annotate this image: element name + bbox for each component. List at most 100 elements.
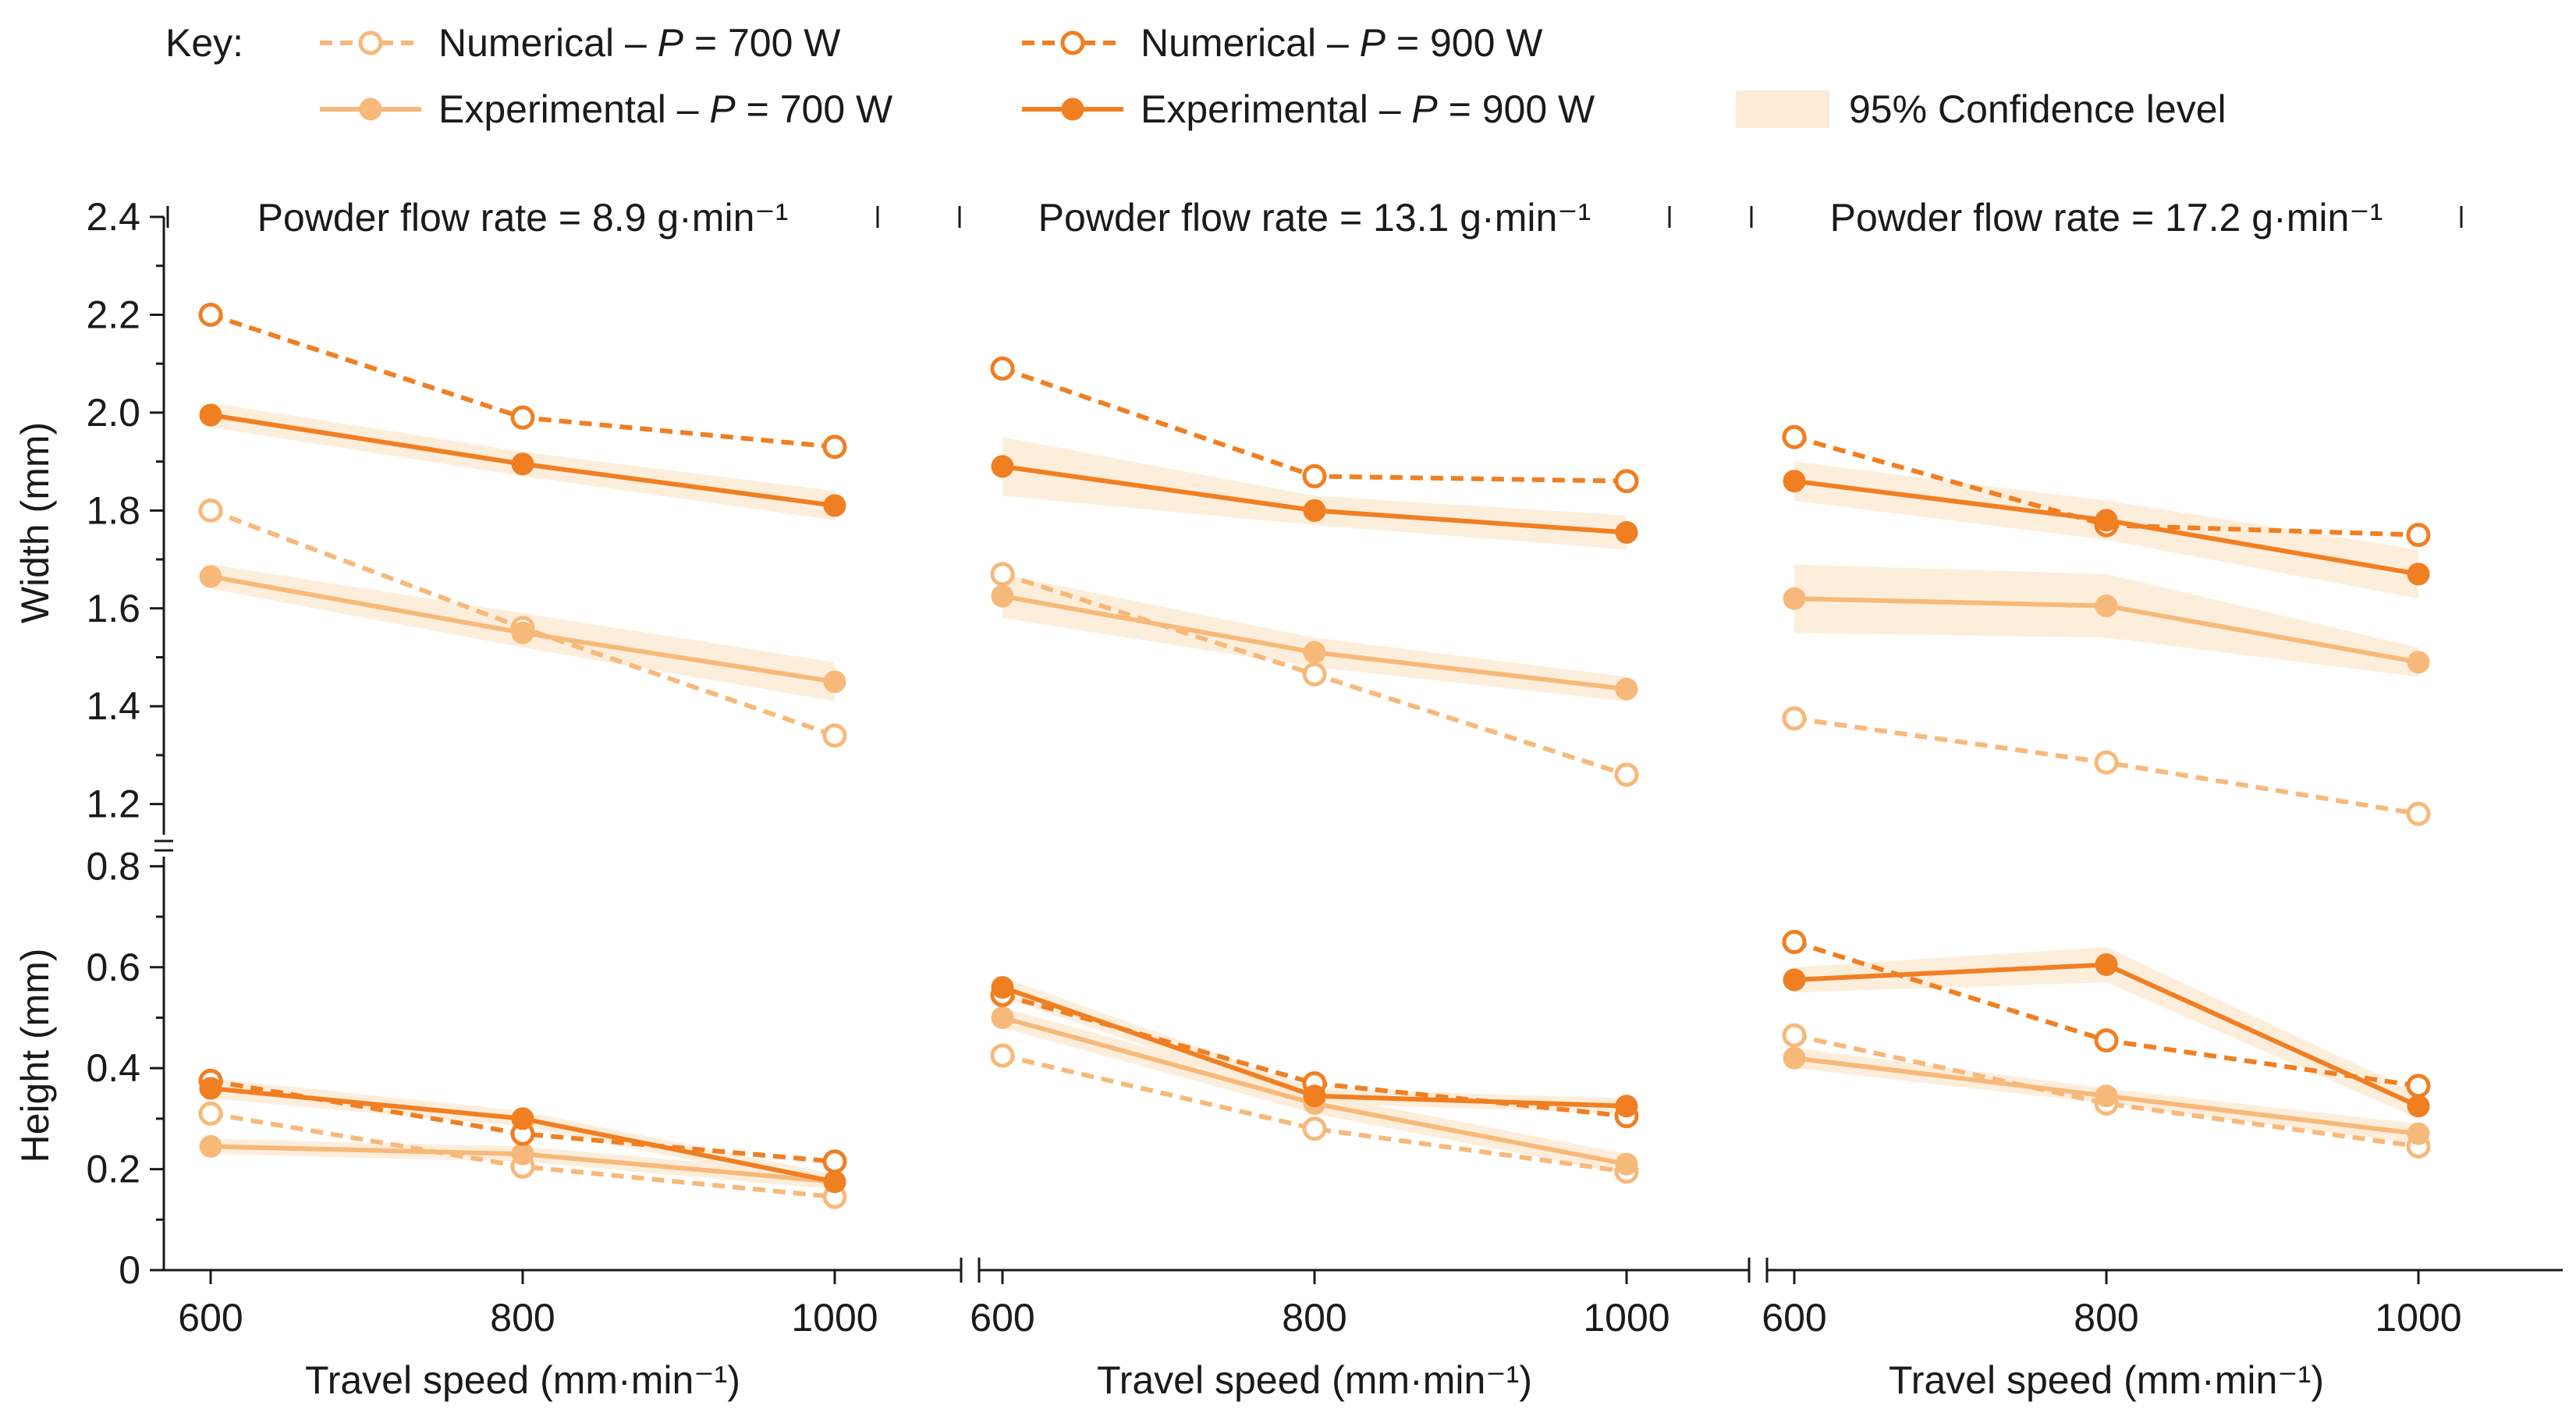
width-num700-point — [1614, 762, 1639, 787]
width-exp700-point — [199, 565, 222, 588]
legend: Key: Numerical – P = 700 W Numerical – P =… — [165, 21, 2227, 131]
width-exp900-point — [199, 403, 222, 427]
width-num700-point — [822, 723, 847, 748]
legend-label-prefix: Numerical – — [1141, 21, 1360, 65]
panel-title: Powder flow rate = 13.1 g·min⁻¹ — [1038, 196, 1591, 240]
legend-label-var: P — [709, 87, 736, 131]
width-ci900-band — [1002, 437, 1627, 550]
width-num900-point — [1614, 469, 1639, 494]
width-exp700-point — [1783, 587, 1806, 610]
width-num900-point — [990, 356, 1015, 381]
legend-key-label: Key: — [165, 21, 243, 65]
legend-label-exp900: Experimental – P = 900 W — [1141, 87, 1595, 131]
legend-band-swatch — [1736, 90, 1829, 128]
width-ci700-band — [1794, 564, 2418, 677]
x-axis-label: Travel speed (mm·min⁻¹) — [305, 1358, 740, 1402]
height-num700-point — [990, 1043, 1015, 1068]
legend-label-var: P — [1411, 87, 1438, 131]
legend-label-suffix: = 900 W — [1386, 21, 1543, 65]
width-num700-point — [990, 562, 1015, 587]
axes — [150, 206, 2563, 1284]
x-tick-label: 600 — [178, 1296, 243, 1340]
x-tick-label: 600 — [970, 1296, 1034, 1340]
height-exp900-point — [823, 1170, 846, 1194]
height-y-axis-label: Height (mm) — [13, 948, 57, 1162]
height-num700-line — [1002, 1053, 1627, 1174]
x-tick-label: 1000 — [791, 1296, 878, 1340]
x-axis-label: Travel speed (mm·min⁻¹) — [1097, 1358, 1532, 1402]
panel-title: Powder flow rate = 8.9 g·min⁻¹ — [257, 196, 789, 240]
height-exp700-point — [199, 1134, 222, 1158]
width-exp900-point — [511, 452, 534, 476]
width-y-tick-label: 1.6 — [86, 587, 140, 630]
height-num700-point — [198, 1101, 223, 1126]
width-exp700-point — [823, 670, 846, 694]
width-num900-point — [510, 405, 535, 430]
height-num900-point — [822, 1149, 847, 1174]
x-tick-label: 1000 — [2375, 1296, 2461, 1340]
width-exp700-point — [2407, 651, 2430, 674]
height-exp900-point — [991, 976, 1014, 999]
width-y-tick-label: 1.8 — [86, 488, 140, 532]
legend-label-suffix: = 700 W — [736, 87, 893, 131]
height-y-tick-label: 0 — [119, 1248, 140, 1292]
height-ci900-band — [211, 1078, 835, 1190]
width-y-tick-label: 1.4 — [86, 684, 140, 728]
height-exp900-point — [511, 1107, 534, 1130]
height-exp700-point — [991, 1006, 1014, 1029]
legend-label-ci: 95% Confidence level — [1849, 87, 2227, 131]
height-y-tick-label: 0.8 — [86, 844, 140, 888]
legend-label-var: P — [1360, 21, 1386, 65]
width-num900-point — [1302, 463, 1327, 488]
width-num900-line — [1794, 435, 2419, 538]
height-exp700-point — [511, 1142, 534, 1166]
legend-label-var: P — [658, 21, 684, 65]
width-num700-point — [198, 498, 223, 523]
legend-label-prefix: Numerical – — [438, 21, 658, 65]
width-exp700-point — [511, 621, 534, 644]
width-exp900-point — [991, 455, 1014, 478]
legend-marker-exp900 — [1061, 98, 1084, 121]
width-exp900-point — [2095, 509, 2118, 532]
height-exp700-point — [1615, 1152, 1638, 1176]
height-exp700-point — [2095, 1084, 2118, 1108]
width-num900-point — [1782, 424, 1807, 449]
width-exp900-point — [1303, 499, 1326, 522]
width-exp900-point — [1615, 521, 1638, 545]
height-exp900-point — [199, 1077, 222, 1100]
height-ci900-band — [1002, 977, 1627, 1114]
width-num700-point — [2406, 801, 2431, 826]
legend-marker-num900 — [1060, 30, 1085, 55]
chart-labels: 1.2 1.4 1.6 1.8 2.0 2.2 2.4 0 0.2 0.4 0.6 0.8 Width … — [13, 195, 2462, 1402]
legend-label-suffix: = 900 W — [1438, 87, 1595, 131]
width-exp700-point — [991, 584, 1014, 608]
height-exp700-point — [2407, 1122, 2430, 1145]
height-y-tick-label: 0.2 — [86, 1148, 140, 1191]
height-y-tick-label: 0.6 — [86, 946, 140, 989]
panel-title: Powder flow rate = 17.2 g·min⁻¹ — [1830, 196, 2383, 240]
height-y-tick-label: 0.4 — [86, 1046, 140, 1090]
width-num700-point — [1782, 706, 1807, 731]
width-num700-point — [2094, 750, 2119, 775]
height-exp900-point — [1303, 1084, 1326, 1108]
height-exp700-point — [1783, 1046, 1806, 1070]
height-num900-point — [2406, 1074, 2431, 1098]
series-markers — [198, 302, 2431, 1209]
width-num900-point — [198, 302, 223, 327]
height-ci900-band — [1794, 946, 2418, 1119]
width-exp900-point — [823, 494, 846, 517]
width-exp900-point — [1783, 470, 1806, 493]
width-exp700-point — [1615, 677, 1638, 701]
legend-label-prefix: Experimental – — [438, 87, 709, 131]
width-y-tick-label: 2.4 — [86, 195, 140, 239]
legend-label-exp700: Experimental – P = 700 W — [438, 87, 893, 131]
x-tick-label: 800 — [2074, 1296, 2138, 1340]
legend-label-num700: Numerical – P = 700 W — [438, 21, 841, 65]
height-exp900-point — [2095, 953, 2118, 977]
legend-label-num900: Numerical – P = 900 W — [1141, 21, 1543, 65]
x-tick-label: 1000 — [1583, 1296, 1669, 1340]
x-tick-label: 800 — [490, 1296, 555, 1340]
legend-label-prefix: Experimental – — [1141, 87, 1411, 131]
x-axis-label: Travel speed (mm·min⁻¹) — [1889, 1358, 2324, 1402]
